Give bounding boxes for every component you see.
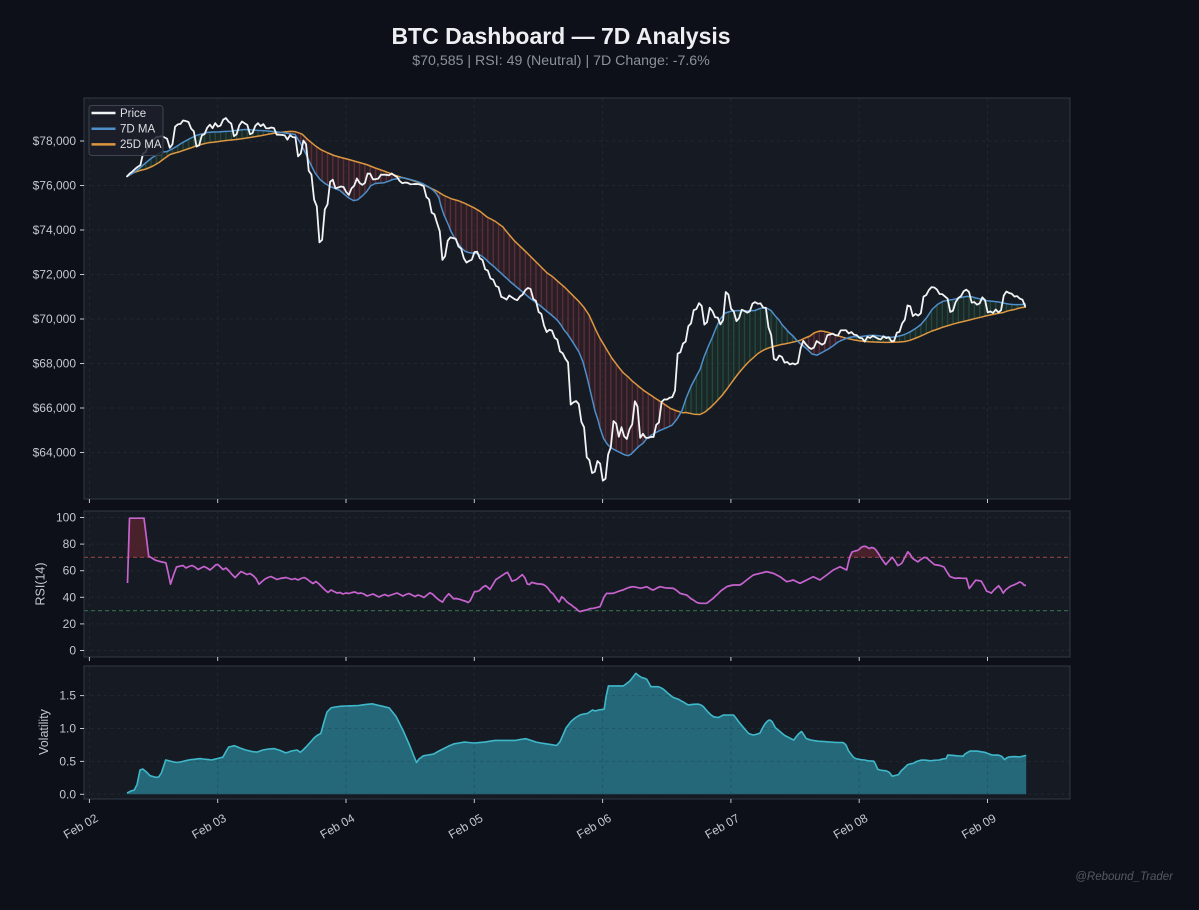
svg-text:1.0: 1.0 xyxy=(59,722,76,736)
svg-text:1.5: 1.5 xyxy=(59,689,76,703)
svg-text:40: 40 xyxy=(63,590,77,604)
svg-text:$72,000: $72,000 xyxy=(33,268,77,282)
svg-text:25D MA: 25D MA xyxy=(120,139,162,151)
svg-text:$70,000: $70,000 xyxy=(33,312,77,326)
svg-text:$74,000: $74,000 xyxy=(33,223,77,237)
svg-text:Price: Price xyxy=(120,108,146,120)
svg-text:$66,000: $66,000 xyxy=(33,401,77,415)
svg-text:$78,000: $78,000 xyxy=(33,134,77,148)
svg-text:@Rebound_Trader: @Rebound_Trader xyxy=(1075,871,1174,883)
svg-text:7D MA: 7D MA xyxy=(120,124,155,136)
svg-text:$64,000: $64,000 xyxy=(33,446,77,460)
svg-text:0: 0 xyxy=(69,644,76,658)
svg-text:60: 60 xyxy=(63,564,77,578)
svg-text:$70,585 | RSI: 49 (Neutral) |: $70,585 | RSI: 49 (Neutral) | 7D Change:… xyxy=(412,53,710,69)
svg-text:20: 20 xyxy=(63,617,77,631)
svg-text:100: 100 xyxy=(56,511,76,525)
svg-text:Volatility: Volatility xyxy=(37,708,51,755)
svg-text:RSI(14): RSI(14) xyxy=(34,562,48,605)
svg-text:BTC Dashboard — 7D Analysis: BTC Dashboard — 7D Analysis xyxy=(391,23,730,49)
svg-text:$76,000: $76,000 xyxy=(33,179,77,193)
svg-text:$68,000: $68,000 xyxy=(33,357,77,371)
svg-text:80: 80 xyxy=(63,537,77,551)
svg-text:0.5: 0.5 xyxy=(59,754,76,768)
svg-text:0.0: 0.0 xyxy=(59,787,76,801)
